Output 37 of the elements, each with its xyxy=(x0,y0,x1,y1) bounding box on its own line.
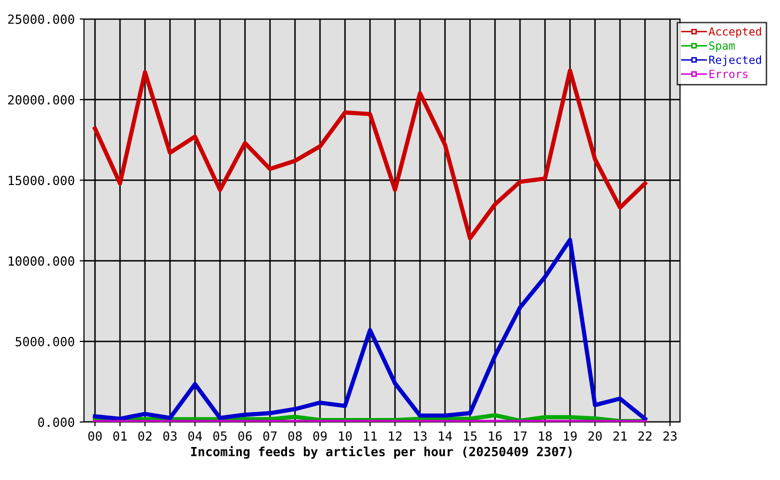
x-tick-label: 09 xyxy=(313,431,327,441)
x-tick-label: 18 xyxy=(538,431,552,441)
x-tick-label: 11 xyxy=(364,431,377,441)
y-tick-label: 25000.000 xyxy=(8,14,74,24)
y-tick-label: 20000.000 xyxy=(8,95,74,105)
x-tick-label: 12 xyxy=(388,431,402,441)
x-tick-label: 13 xyxy=(414,431,427,441)
x-tick-label: 22 xyxy=(638,431,652,441)
x-tick-label: 03 xyxy=(163,431,177,441)
x-tick-label: 05 xyxy=(213,431,227,441)
x-tick-label: 01 xyxy=(113,431,127,441)
x-tick-label: 21 xyxy=(613,431,627,441)
x-tick-label: 16 xyxy=(488,431,502,441)
y-tick-label: 10000.000 xyxy=(8,256,74,266)
x-tick-label: 00 xyxy=(88,431,102,441)
x-axis-title: Incoming feeds by articles per hour (20250409 2307) xyxy=(191,446,572,459)
x-tick-label: 20 xyxy=(588,431,602,441)
legend-label: Rejected xyxy=(709,55,761,66)
x-tick-label: 15 xyxy=(464,431,477,441)
x-tick-label: 19 xyxy=(564,431,577,441)
x-tick-label: 07 xyxy=(263,431,277,441)
x-tick-label: 17 xyxy=(514,431,527,441)
y-tick-label: 5000.000 xyxy=(16,336,74,346)
y-tick-label: 0.000 xyxy=(38,418,74,427)
x-tick-label: 04 xyxy=(188,431,202,441)
legend-label: Spam xyxy=(709,41,735,52)
y-tick-label: 15000.000 xyxy=(8,176,74,186)
legend-label: Errors xyxy=(710,70,748,78)
line-series xyxy=(92,238,648,421)
line-series xyxy=(92,68,648,240)
x-tick-label: 14 xyxy=(438,431,452,441)
x-tick-label: 06 xyxy=(238,431,252,441)
legend-label: Accepted xyxy=(708,27,761,38)
x-tick-label: 08 xyxy=(288,431,302,441)
x-tick-label: 10 xyxy=(338,431,352,441)
x-tick-label: 02 xyxy=(138,431,152,441)
x-tick-label: 23 xyxy=(663,431,677,441)
